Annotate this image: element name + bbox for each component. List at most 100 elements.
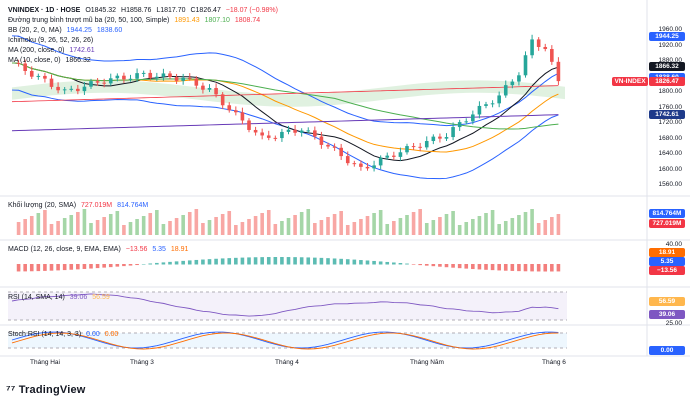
volume-bar <box>359 219 363 235</box>
volume-tag: 727.019M <box>649 219 685 228</box>
candle-body <box>128 78 133 80</box>
rsi-line <box>11 293 559 317</box>
volume-bar <box>220 214 225 235</box>
candle-body <box>23 63 27 71</box>
macd-histogram-bar <box>385 261 390 265</box>
macd-histogram-bar <box>260 257 264 265</box>
ma-ribbon-label: Đường trung bình trượt mũ ba (20, 50, 10… <box>8 17 170 24</box>
candle-body <box>273 137 278 139</box>
ma200-legend[interactable]: MA (200, close, 0) 1742.61 <box>8 46 98 55</box>
stoch-band <box>8 333 567 348</box>
volume-bar <box>181 215 185 235</box>
volume-bar <box>286 218 291 235</box>
macd-histogram-bar <box>556 264 561 272</box>
candle-body <box>484 104 488 106</box>
rsi-axis-label: 25.00 <box>665 320 682 327</box>
macd-histogram-bar <box>181 260 185 265</box>
volume-bar <box>536 223 541 235</box>
volume-bar <box>451 211 455 235</box>
volume-bar <box>345 225 350 235</box>
macd-histogram-bar <box>543 264 548 272</box>
macd-histogram-bar <box>490 264 495 271</box>
candle-body <box>214 87 218 95</box>
candle-body <box>418 146 422 148</box>
macd-histogram-bar <box>247 257 251 265</box>
ichimoku-legend[interactable]: Ichimoku (9, 26, 52, 26, 26) <box>8 36 96 45</box>
bb-lower-value: 1838.60 <box>96 27 123 34</box>
macd-histogram-bar <box>471 264 475 270</box>
macd-histogram-bar <box>102 264 106 268</box>
macd-histogram-bar <box>280 257 284 265</box>
rsi-ma-value: 56.59 <box>92 294 110 301</box>
candle-body <box>280 131 284 139</box>
ma200-label: MA (200, close, 0) <box>8 47 65 54</box>
volume-bar <box>76 212 80 235</box>
candle-body <box>378 157 383 166</box>
rsi-value: 39.06 <box>69 294 88 301</box>
candle-body <box>49 78 54 87</box>
candle-body <box>326 144 330 147</box>
macd-histogram-bar <box>405 263 409 265</box>
time-tick-label: Tháng Hai <box>30 359 60 366</box>
candle-body <box>108 78 113 84</box>
volume-ma-value: 814.764M <box>117 202 149 209</box>
volume-bar <box>247 219 251 235</box>
ma200-value: 1742.61 <box>69 47 95 54</box>
volume-legend[interactable]: Khối lượng (20, SMA) 727.019M 814.764M <box>8 201 151 210</box>
macd-histogram-bar <box>155 262 159 265</box>
macd-signal-tag: 18.91 <box>649 248 685 257</box>
time-tick-label: Tháng 3 <box>130 359 154 366</box>
candle-body <box>451 127 455 138</box>
bb-legend[interactable]: BB (20, 2, 0, MA) 1944.25 1838.60 <box>8 26 125 35</box>
macd-label: MACD (12, 26, close, 9, EMA, EMA) <box>8 246 121 253</box>
macd-histogram-bar <box>332 258 337 265</box>
volume-bar <box>471 219 475 235</box>
volume-bar <box>352 222 357 235</box>
macd-histogram-bar <box>89 264 93 269</box>
ma-ribbon-legend[interactable]: Đường trung bình trượt mũ ba (20, 50, 10… <box>8 16 263 25</box>
candle-body <box>168 73 172 78</box>
volume-bar <box>365 216 370 235</box>
candle-body <box>392 155 396 157</box>
volume-bar <box>523 212 528 235</box>
volume-bar <box>490 210 495 235</box>
symbol-tag: VN-INDEX <box>612 77 648 87</box>
candle-body <box>313 130 317 137</box>
macd-histogram-bar <box>497 264 501 271</box>
candle-body <box>187 77 192 79</box>
candle-body <box>266 135 271 138</box>
volume-bar <box>313 223 317 235</box>
candle-body <box>556 61 561 82</box>
volume-bar <box>457 225 462 235</box>
price-tick-label: 1640.00 <box>658 150 683 157</box>
candle-body <box>424 141 429 148</box>
macd-histogram-bar <box>207 259 212 265</box>
macd-histogram-bar <box>339 258 343 265</box>
volume-bar <box>372 213 376 235</box>
candle-body <box>299 130 304 133</box>
macd-legend[interactable]: MACD (12, 26, close, 9, EMA, EMA) −13.56… <box>8 245 191 254</box>
macd-histogram-bar <box>536 264 541 272</box>
ohlc-legend: VNINDEX · 1D · HOSE O1845.32 H1858.76 L1… <box>8 6 281 15</box>
macd-histogram-bar <box>174 261 179 265</box>
volume-bar <box>319 220 324 235</box>
rsi-legend[interactable]: RSI (14, SMA, 14) 39.06 56.59 <box>8 293 113 302</box>
stoch-d-line <box>11 332 559 350</box>
ma10-legend[interactable]: MA (10, close, 0) 1866.32 <box>8 56 94 65</box>
volume-bar <box>36 213 41 235</box>
volume-bar <box>293 215 297 235</box>
tradingview-label: TradingView <box>18 384 86 396</box>
volume-bar <box>378 210 383 235</box>
rsi-band <box>8 292 567 320</box>
volume-bar <box>398 218 403 235</box>
stoch-legend[interactable]: Stoch RSI (14, 14, 3, 3) 0.00 0.00 <box>8 330 121 339</box>
high-value: H1858.76 <box>121 7 152 14</box>
candle-body <box>359 163 363 167</box>
volume-bar <box>411 212 416 235</box>
bb-upper-value: 1944.25 <box>66 27 92 34</box>
candle-body <box>372 165 376 169</box>
candle-body <box>306 130 311 132</box>
volume-bar <box>62 218 67 235</box>
